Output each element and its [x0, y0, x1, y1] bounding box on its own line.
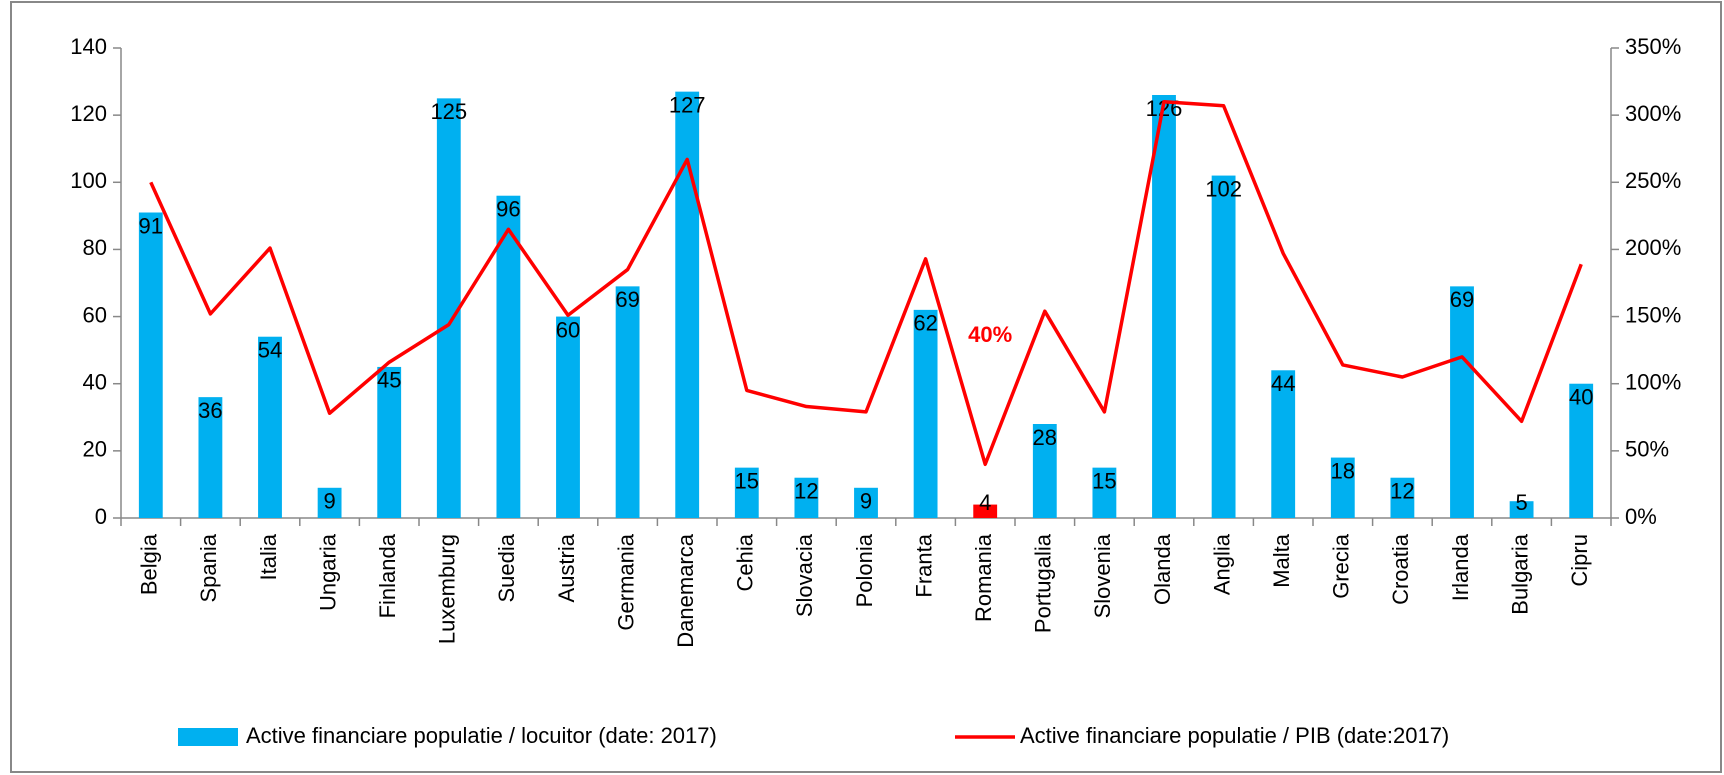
y-tick-label: 20 — [83, 437, 107, 462]
x-tick-label: Finlanda — [375, 533, 400, 618]
y2-tick-label: 0% — [1625, 504, 1657, 529]
bar — [973, 504, 998, 518]
bar — [556, 316, 580, 518]
y-tick-label: 0 — [95, 504, 107, 529]
bar-value-label: 36 — [198, 398, 222, 423]
bar — [258, 336, 282, 518]
bar-value-label: 18 — [1331, 458, 1355, 483]
x-tick-label: Croatia — [1388, 533, 1413, 605]
bar-value-label: 60 — [556, 317, 580, 342]
y2-tick-label: 350% — [1625, 34, 1681, 59]
bar — [615, 286, 640, 518]
x-tick-label: Slovacia — [792, 533, 817, 617]
y2-tick-label: 100% — [1625, 370, 1681, 395]
bar — [794, 477, 819, 518]
bar-value-label: 12 — [1390, 479, 1414, 504]
bar-value-label: 4 — [979, 490, 991, 515]
x-tick-label: Spania — [196, 533, 221, 602]
y2-tick-label: 200% — [1625, 235, 1681, 260]
y-tick-label: 140 — [70, 34, 107, 59]
bar-value-label: 44 — [1271, 371, 1295, 396]
bar — [1330, 457, 1355, 518]
bar-value-label: 9 — [323, 489, 335, 514]
bar-value-label: 127 — [669, 92, 706, 117]
x-tick-label: Luxemburg — [435, 534, 460, 644]
bar — [1211, 175, 1236, 519]
bar — [1032, 424, 1057, 518]
x-tick-label: Portugalia — [1031, 533, 1056, 633]
bar — [1271, 370, 1296, 518]
bar — [1450, 286, 1474, 518]
bar-value-label: 69 — [1450, 287, 1474, 312]
legend-label: Active financiare populatie / PIB (date:… — [1020, 723, 1449, 748]
bar — [496, 195, 521, 518]
x-tick-label: Bulgaria — [1507, 533, 1532, 614]
bar — [377, 366, 402, 518]
chart-border — [10, 1, 1722, 773]
x-tick-label: Cehia — [733, 533, 758, 591]
bar-value-label: 62 — [913, 311, 937, 336]
y-tick-label: 100 — [70, 168, 107, 193]
line-series — [149, 99, 1583, 467]
x-tick-label: Slovenia — [1090, 533, 1115, 618]
x-tick-label: Irlanda — [1448, 533, 1473, 601]
bar — [1390, 477, 1415, 518]
x-tick-label: Belgia — [137, 533, 162, 595]
x-tick-label: Franta — [911, 533, 936, 597]
x-tick-label: Germania — [613, 533, 638, 630]
bar-value-label: 15 — [1092, 468, 1116, 493]
y2-tick-label: 300% — [1625, 101, 1681, 126]
bar — [854, 487, 878, 518]
y-tick-label: 120 — [70, 101, 107, 126]
x-tick-label: Cipru — [1567, 534, 1592, 587]
bar-value-label: 125 — [430, 99, 467, 124]
x-tick-label: Romania — [971, 533, 996, 622]
x-tick-label: Olanda — [1150, 533, 1175, 605]
bar — [1509, 501, 1534, 518]
bar — [734, 467, 759, 518]
bar — [1152, 95, 1176, 518]
bar-value-label: 54 — [258, 338, 282, 363]
bar-value-label: 69 — [615, 287, 639, 312]
bar — [138, 212, 163, 518]
bar-value-label: 12 — [794, 479, 818, 504]
bar-value-label: 15 — [735, 468, 759, 493]
bar-value-label: 96 — [496, 197, 520, 222]
bar — [675, 91, 700, 519]
bar-value-label: 102 — [1205, 176, 1242, 201]
bar-value-label: 28 — [1033, 425, 1057, 450]
x-tick-label: Anglia — [1209, 533, 1234, 595]
x-tick-label: Austria — [554, 533, 579, 602]
bar — [913, 309, 938, 518]
x-tick-label: Malta — [1269, 533, 1294, 588]
bar — [317, 487, 342, 518]
y2-tick-label: 150% — [1625, 302, 1681, 327]
y-tick-label: 40 — [83, 370, 107, 395]
x-tick-label: Italia — [256, 533, 281, 580]
bar — [1092, 467, 1117, 518]
line-value-label: 40% — [968, 322, 1012, 347]
y-tick-label: 80 — [83, 235, 107, 260]
x-tick-label: Danemarca — [673, 533, 698, 647]
bar-value-label: 9 — [860, 489, 872, 514]
y-tick-label: 60 — [83, 302, 107, 327]
bar — [436, 98, 461, 518]
bar-value-label: 91 — [139, 213, 163, 238]
x-tick-label: Grecia — [1329, 533, 1354, 599]
legend-label: Active financiare populatie / locuitor (… — [246, 723, 717, 748]
bar-value-label: 45 — [377, 368, 401, 393]
x-tick-label: Suedia — [494, 533, 519, 602]
y2-tick-label: 50% — [1625, 437, 1669, 462]
bar — [198, 397, 223, 518]
bar-value-label: 5 — [1515, 490, 1527, 515]
y2-tick-label: 250% — [1625, 168, 1681, 193]
bar-value-label: 40 — [1569, 385, 1593, 410]
x-tick-label: Polonia — [852, 533, 877, 607]
legend-swatch — [178, 728, 238, 746]
x-tick-label: Ungaria — [315, 533, 340, 611]
bar — [1569, 383, 1594, 518]
